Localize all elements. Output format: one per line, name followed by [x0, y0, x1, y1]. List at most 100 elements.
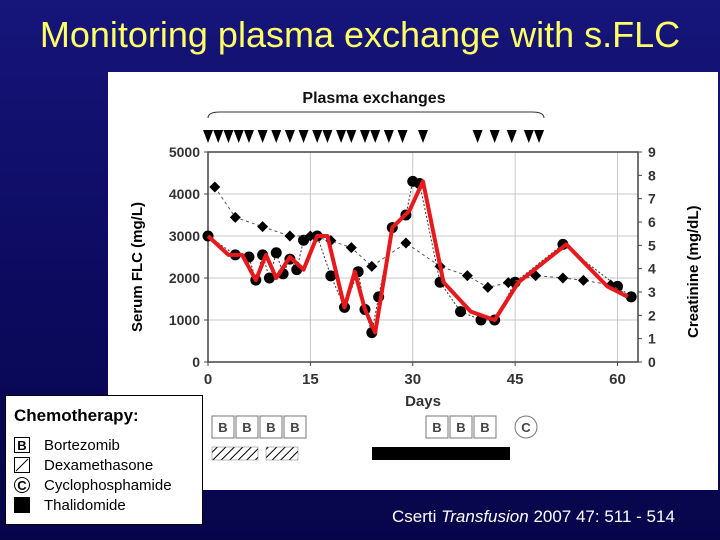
y2-tick-label: 8 — [648, 167, 656, 183]
y2-tick-label: 9 — [648, 144, 656, 160]
creatinine-point — [557, 272, 569, 284]
bortezomib-course-2-label: B — [456, 420, 465, 435]
cyclophosphamide-symbol: C — [14, 477, 30, 493]
creatinine-point — [209, 181, 221, 193]
bortezomib-course-2-label: B — [432, 420, 441, 435]
plasma-exchange-arrow — [298, 130, 309, 143]
x-tick-label: 30 — [404, 371, 421, 388]
creatinine-point — [345, 242, 357, 254]
x-tick-label: 0 — [204, 371, 212, 388]
plasma-exchange-arrow — [336, 130, 347, 143]
figure-panel: 0 1000 2000 3000 4000 5000 0 1 2 3 4 5 6 7 8 9 0 15 30 45 60… — [108, 72, 718, 490]
plasma-exchange-arrow — [257, 130, 268, 143]
y2-tick-label: 2 — [648, 307, 656, 323]
plasma-exchange-arrow — [489, 130, 500, 143]
x-tick-label: 45 — [507, 371, 524, 388]
creatinine-point — [577, 274, 589, 286]
y2-tick-label: 1 — [648, 331, 656, 347]
creatinine-point — [461, 270, 473, 282]
flc-point — [455, 306, 467, 318]
flc-point — [298, 234, 310, 246]
citation-journal: Transfusion — [441, 507, 529, 526]
plasma-exchange-arrow — [359, 130, 370, 143]
flc-point — [325, 270, 337, 282]
dexamethasone-symbol — [14, 457, 30, 473]
legend-label-cyclophosphamide: Cyclophosphamide — [44, 476, 172, 494]
creatinine-point — [229, 211, 241, 223]
y2-tick-label: 3 — [648, 284, 656, 300]
y2-tick-label: 4 — [648, 261, 656, 277]
citation-authors: Cserti — [392, 507, 437, 526]
legend-item-dexamethasone: Dexamethasone — [14, 456, 153, 474]
bortezomib-course-2-label: B — [480, 420, 489, 435]
thalidomide-course — [372, 447, 510, 460]
plasma-exchange-arrow — [383, 130, 394, 143]
plasma-exchange-arrow — [397, 130, 408, 143]
flc-point — [270, 247, 282, 259]
y-tick-label: 4000 — [169, 186, 200, 202]
legend-label-dexamethasone: Dexamethasone — [44, 456, 154, 474]
bortezomib-course-2-box — [425, 415, 449, 439]
legend-title: Chemotherapy: — [14, 406, 139, 425]
creatinine-point — [366, 260, 378, 272]
plasma-exchanges-label: Plasma exchanges — [302, 90, 445, 107]
chemotherapy-legend: Chemotherapy: B Bortezomib Dexamethasone… — [5, 395, 203, 525]
plasma-exchange-arrow — [284, 130, 295, 143]
y-tick-label: 5000 — [169, 144, 200, 160]
y-tick-label: 2000 — [169, 270, 200, 286]
plasma-exchange-arrow — [312, 130, 323, 143]
y2-tick-label: 7 — [648, 191, 656, 207]
bortezomib-course-1-label: B — [242, 420, 251, 435]
y2-tick-label: 0 — [648, 354, 656, 370]
dexamethasone-course-1 — [211, 446, 259, 461]
plasma-exchange-arrow — [523, 130, 534, 143]
creatinine-point — [284, 230, 296, 242]
flc-red-overlay-line — [206, 179, 629, 335]
creatinine-point — [502, 277, 514, 289]
bortezomib-symbol: B — [14, 437, 30, 453]
flc-series-line — [207, 180, 632, 333]
y-axis-title: Serum FLC (mg/L) — [129, 202, 146, 332]
plasma-exchange-arrow — [322, 130, 333, 143]
legend-label-thalidomide: Thalidomide — [44, 496, 126, 514]
citation-details: 2007 47: 511 - 514 — [533, 507, 675, 526]
creatinine-point — [625, 291, 637, 303]
citation: Cserti Transfusion 2007 47: 511 - 514 — [392, 507, 675, 527]
legend-item-thalidomide: Thalidomide — [14, 496, 126, 514]
thalidomide-symbol — [14, 497, 30, 513]
bortezomib-course-2-box — [449, 415, 473, 439]
y-tick-label: 0 — [192, 354, 200, 370]
bortezomib-course-1-box — [259, 415, 283, 439]
plasma-exchange-arrow — [243, 130, 254, 143]
plot-frame — [207, 151, 639, 363]
y-tick-label: 1000 — [169, 312, 200, 328]
plasma-exchange-arrow — [370, 130, 381, 143]
y2-tick-label: 6 — [648, 214, 656, 230]
x-axis-title: Days — [405, 393, 441, 410]
flc-point — [263, 272, 275, 284]
legend-item-bortezomib: B Bortezomib — [14, 436, 120, 454]
creatinine-point — [400, 237, 412, 249]
bortezomib-course-1-label: B — [290, 420, 299, 435]
plasma-exchange-arrow — [534, 130, 545, 143]
exchange-bracket — [207, 111, 545, 119]
plasma-exchange-arrow — [346, 130, 357, 143]
creatinine-point — [530, 270, 542, 282]
bortezomib-course-1-label: B — [266, 420, 275, 435]
bortezomib-course-1-box — [235, 415, 259, 439]
plasma-exchange-arrow — [213, 130, 224, 143]
plasma-exchange-arrow — [271, 130, 282, 143]
cyclophosphamide-circle — [514, 415, 538, 439]
plasma-exchange-arrow — [203, 130, 213, 143]
slide-title: Monitoring plasma exchange with s.FLC — [39, 14, 681, 55]
dexamethasone-course-2 — [265, 446, 299, 461]
creatinine-series-line — [214, 186, 632, 298]
plasma-exchange-arrow — [223, 130, 234, 143]
bortezomib-course-1-box — [211, 415, 235, 439]
creatinine-point — [482, 281, 494, 293]
y2-axis-title: Creatinine (mg/dL) — [685, 205, 702, 338]
y-tick-label: 3000 — [169, 228, 200, 244]
legend-label-bortezomib: Bortezomib — [44, 436, 120, 454]
plasma-exchange-arrow — [506, 130, 517, 143]
